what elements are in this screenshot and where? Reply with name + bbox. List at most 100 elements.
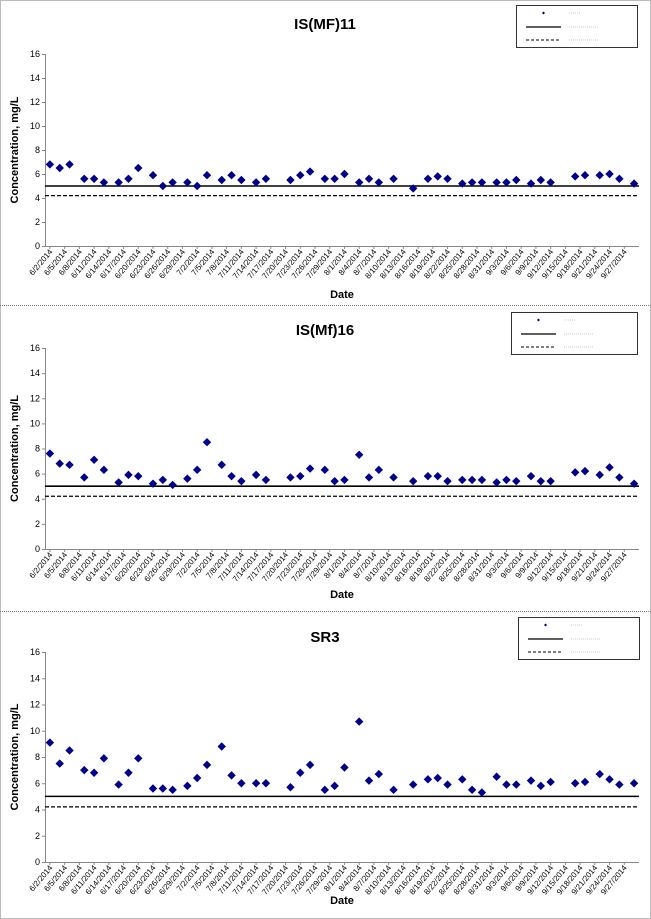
- data-point: [148, 784, 158, 793]
- data-point: [65, 746, 74, 755]
- data-point: [570, 172, 580, 181]
- legend: [516, 5, 638, 48]
- data-point: [467, 178, 477, 187]
- data-point: [305, 167, 315, 176]
- data-point: [502, 178, 511, 187]
- data-point: [374, 769, 384, 779]
- data-point: [99, 754, 109, 763]
- data-point: [134, 471, 143, 481]
- data-point: [443, 780, 452, 789]
- legend-marker: [537, 318, 540, 322]
- data-point: [45, 738, 55, 747]
- data-point: [526, 471, 536, 481]
- data-point: [158, 181, 168, 191]
- y-tick-label: 12: [30, 393, 40, 403]
- y-tick-label: 2: [35, 217, 40, 227]
- data-point: [192, 773, 202, 783]
- data-point: [580, 777, 590, 787]
- data-point: [536, 175, 546, 185]
- data-point: [251, 779, 261, 788]
- data-point: [629, 779, 639, 788]
- data-point: [458, 475, 467, 485]
- data-point: [364, 776, 374, 785]
- data-point: [305, 464, 315, 473]
- data-point: [423, 174, 433, 183]
- data-point: [340, 763, 349, 772]
- data-point: [570, 468, 580, 477]
- data-point: [320, 465, 330, 475]
- chart-title: SR3: [310, 629, 339, 646]
- data-point: [546, 476, 555, 486]
- chart-title: IS(MF)11: [294, 16, 356, 33]
- data-point: [477, 475, 487, 485]
- data-point: [217, 460, 226, 470]
- data-point: [251, 470, 261, 480]
- data-point: [546, 777, 555, 787]
- data-point: [296, 768, 305, 777]
- data-point: [330, 476, 339, 486]
- data-point: [114, 178, 123, 187]
- data-point: [330, 174, 339, 183]
- data-point: [168, 178, 177, 187]
- data-point: [80, 473, 89, 482]
- data-point: [286, 782, 295, 792]
- y-axis-label: Concentration, mg/L: [9, 703, 21, 810]
- data-point: [458, 179, 467, 188]
- data-point: [217, 742, 226, 751]
- y-tick-label: 14: [30, 368, 40, 378]
- data-point: [408, 780, 418, 789]
- data-point: [354, 450, 364, 459]
- data-point: [148, 171, 158, 180]
- data-point: [237, 476, 246, 486]
- data-point: [467, 785, 477, 795]
- data-point: [65, 160, 74, 169]
- data-point: [536, 476, 546, 486]
- data-point: [134, 754, 143, 763]
- data-point: [148, 479, 158, 488]
- y-tick-label: 12: [30, 97, 40, 107]
- data-point: [467, 475, 477, 485]
- data-point: [305, 760, 315, 770]
- data-point: [192, 181, 202, 191]
- data-point: [364, 473, 374, 482]
- data-point: [202, 171, 212, 180]
- y-tick-label: 8: [35, 145, 40, 155]
- y-tick-label: 4: [35, 494, 40, 504]
- y-tick-label: 4: [35, 193, 40, 203]
- data-point: [492, 478, 501, 487]
- data-point: [433, 172, 442, 181]
- data-point: [55, 459, 64, 468]
- data-point: [286, 473, 295, 482]
- y-tick-label: 8: [35, 752, 40, 762]
- data-point: [595, 769, 604, 779]
- data-point: [526, 776, 536, 785]
- data-point: [502, 780, 511, 789]
- data-point: [492, 772, 501, 781]
- data-point: [227, 471, 236, 481]
- data-point: [296, 171, 305, 180]
- data-point: [99, 178, 109, 187]
- data-point: [340, 169, 349, 179]
- data-point: [227, 171, 236, 180]
- data-point: [261, 174, 271, 183]
- data-point: [580, 171, 590, 180]
- data-point: [124, 768, 133, 777]
- data-point: [477, 178, 487, 187]
- y-tick-label: 14: [30, 673, 40, 683]
- data-point: [320, 174, 330, 183]
- data-point: [202, 438, 212, 447]
- y-tick-label: 0: [35, 544, 40, 554]
- data-point: [45, 449, 55, 458]
- data-point: [374, 178, 384, 187]
- y-tick-label: 2: [35, 831, 40, 841]
- data-point: [55, 163, 64, 173]
- data-point: [192, 465, 202, 475]
- data-point: [202, 760, 212, 770]
- data-point: [629, 479, 639, 488]
- data-point: [183, 474, 192, 483]
- data-point: [183, 178, 192, 187]
- y-axis-label: Concentration, mg/L: [9, 395, 21, 502]
- data-point: [605, 463, 614, 472]
- y-tick-label: 8: [35, 444, 40, 454]
